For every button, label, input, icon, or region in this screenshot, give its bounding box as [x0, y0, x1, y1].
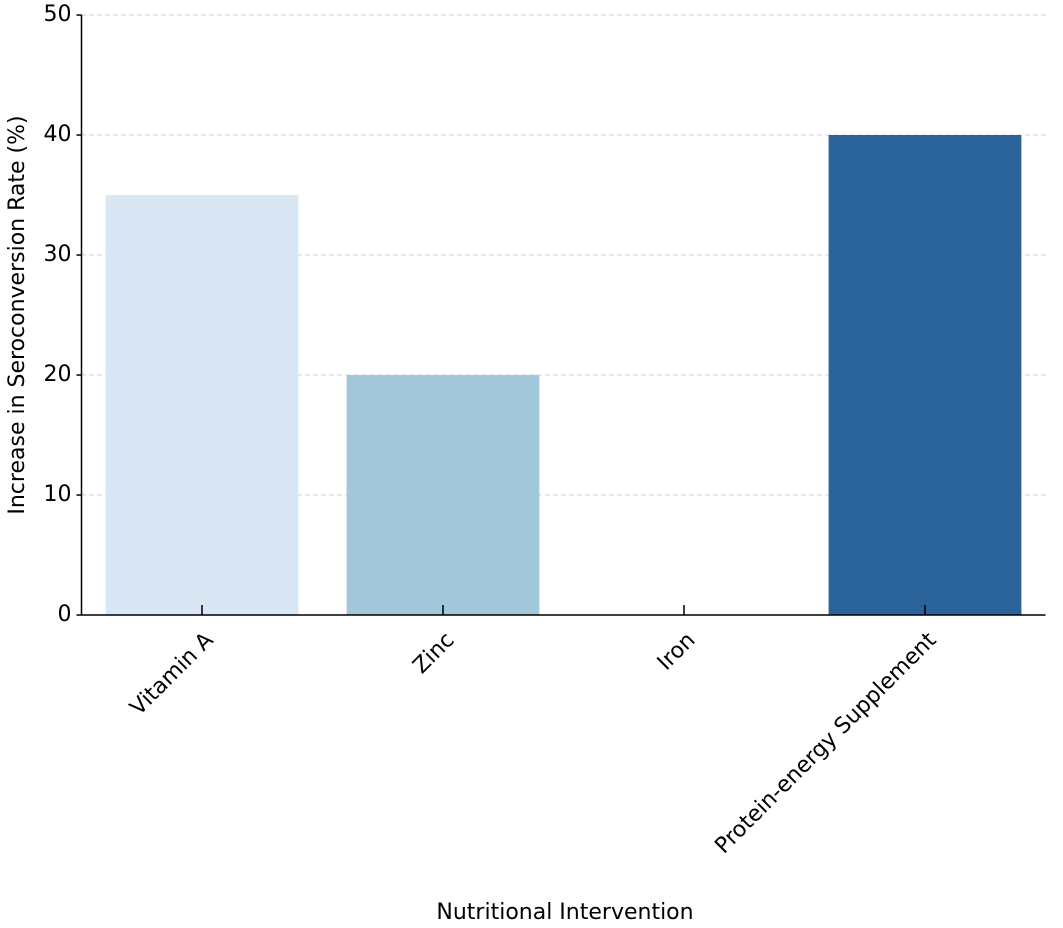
- bar: [105, 195, 299, 615]
- y-tick-label: 30: [44, 242, 72, 267]
- bar: [346, 375, 540, 615]
- x-tick-label: Zinc: [408, 628, 459, 679]
- x-axis-label: Nutritional Intervention: [436, 900, 693, 925]
- y-tick-label: 40: [44, 122, 72, 147]
- y-tick-label: 20: [44, 362, 72, 387]
- x-tick-label: Iron: [653, 628, 701, 676]
- y-axis-label: Increase in Seroconversion Rate (%): [5, 115, 30, 514]
- y-tick-label: 50: [44, 2, 72, 27]
- x-tick-label: Protein-energy Supplement: [710, 628, 941, 859]
- x-tick-label: Vitamin A: [126, 628, 219, 721]
- y-tick-label: 10: [44, 482, 72, 507]
- y-tick-label: 0: [58, 602, 72, 627]
- bar: [828, 135, 1022, 615]
